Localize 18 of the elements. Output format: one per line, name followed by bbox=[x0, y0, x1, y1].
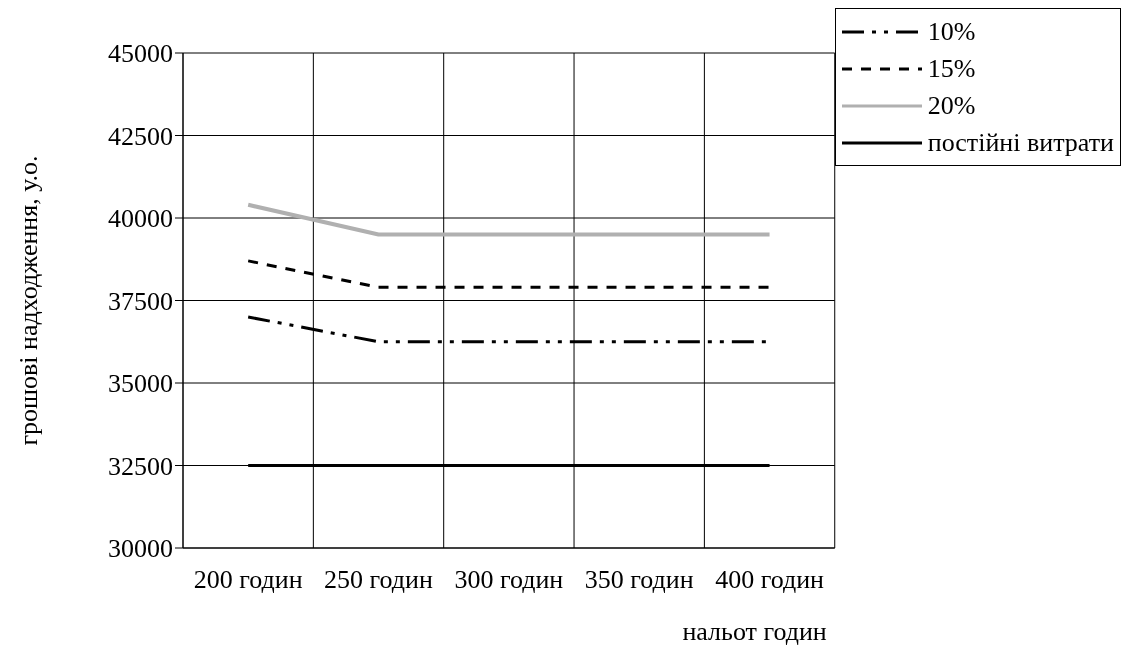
y-axis-title: грошові надходження, у.о. bbox=[14, 155, 44, 446]
y-tick-label: 30000 bbox=[108, 534, 173, 564]
x-tick-label: 250 годин bbox=[324, 565, 434, 595]
x-tick-label: 400 годин bbox=[715, 565, 825, 595]
y-tick-label: 40000 bbox=[108, 204, 173, 234]
y-tick-label: 42500 bbox=[108, 121, 173, 151]
x-tick-label: 350 годин bbox=[584, 565, 694, 595]
x-axis-title: нальот годин bbox=[682, 617, 827, 646]
y-tick-label: 35000 bbox=[108, 369, 173, 399]
legend-label: постійні витрати bbox=[927, 127, 1114, 158]
legend-label: 10% bbox=[927, 16, 976, 47]
y-tick-label: 32500 bbox=[108, 451, 173, 481]
legend-label: 15% bbox=[927, 53, 976, 84]
legend-label: 20% bbox=[927, 90, 976, 121]
x-tick-label: 300 годин bbox=[454, 565, 564, 595]
x-tick-label: 200 годин bbox=[193, 565, 303, 595]
y-tick-label: 45000 bbox=[108, 39, 173, 69]
y-tick-label: 37500 bbox=[108, 286, 173, 316]
